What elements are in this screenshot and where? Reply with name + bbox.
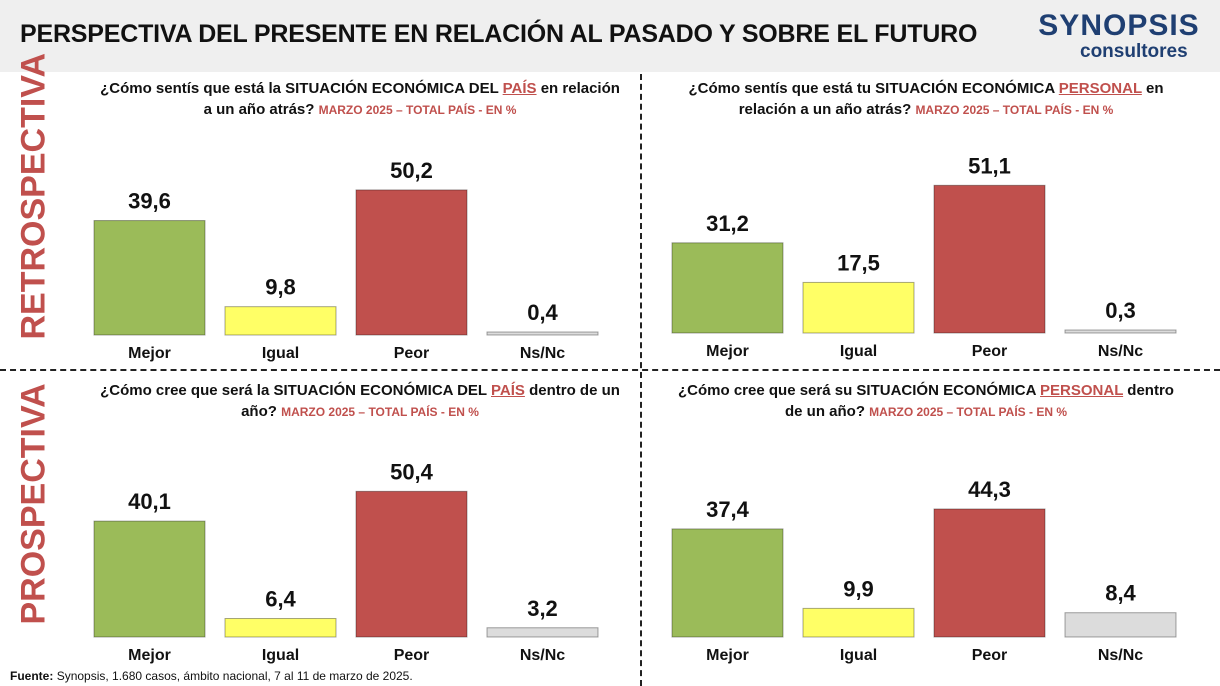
value-label-peor: 44,3 [968, 477, 1011, 502]
bar-mejor [93, 220, 206, 336]
category-label-ns-nc: Ns/Nc [1098, 647, 1143, 664]
title-pre: ¿Cómo cree que será su [678, 382, 857, 399]
bar-mejor [671, 528, 784, 638]
chart-title: ¿Cómo sentís que está la SITUACIÓN ECONÓ… [100, 78, 620, 121]
value-label-mejor: 39,6 [128, 189, 171, 214]
vertical-divider [640, 74, 642, 686]
value-label-peor: 50,4 [390, 459, 434, 484]
header-band: PERSPECTIVA DEL PRESENTE EN RELACIÓN AL … [0, 0, 1220, 72]
title-pre: ¿Cómo cree que será la [100, 382, 274, 399]
chart-subtitle: MARZO 2025 – TOTAL PAÍS - EN % [869, 405, 1067, 419]
category-label-peor: Peor [394, 345, 430, 362]
category-label-peor: Peor [972, 647, 1008, 664]
title-bold: SITUACIÓN ECONÓMICA DEL [273, 382, 491, 399]
category-label-igual: Igual [840, 343, 877, 360]
category-label-peor: Peor [972, 343, 1008, 360]
value-label-ns-nc: 8,4 [1105, 581, 1136, 606]
title-highlight: PERSONAL [1040, 382, 1124, 399]
category-label-mejor: Mejor [128, 345, 171, 362]
value-label-ns-nc: 0,3 [1105, 298, 1136, 323]
page-title: PERSPECTIVA DEL PRESENTE EN RELACIÓN AL … [20, 20, 978, 48]
title-highlight: PAÍS [491, 382, 525, 399]
title-highlight: PERSONAL [1058, 80, 1142, 97]
chart-panel-pais-retro: ¿Cómo sentís que está la SITUACIÓN ECONÓ… [60, 78, 640, 368]
bar-ns-nc [486, 627, 599, 638]
bar-igual [224, 306, 337, 336]
title-pre: ¿Cómo sentís que está la [100, 80, 286, 97]
category-label-ns-nc: Ns/Nc [520, 647, 565, 664]
category-label-mejor: Mejor [706, 343, 749, 360]
chart-title: ¿Cómo sentís que está tu SITUACIÓN ECONÓ… [672, 78, 1180, 121]
logo-name: SYNOPSIS [1038, 9, 1200, 42]
bar-igual [802, 281, 915, 334]
value-label-ns-nc: 0,4 [527, 300, 558, 325]
bar-peor [933, 508, 1046, 638]
title-post: dentro de un año? [785, 382, 1174, 420]
category-label-igual: Igual [262, 647, 299, 664]
title-pre: ¿Cómo sentís que está tu [688, 80, 876, 97]
category-label-ns-nc: Ns/Nc [520, 345, 565, 362]
section-label-prospectiva: PROSPECTIVA [14, 383, 53, 625]
chart-title: ¿Cómo cree que será la SITUACIÓN ECONÓMI… [100, 380, 620, 423]
chart-subtitle: MARZO 2025 – TOTAL PAÍS - EN % [915, 103, 1114, 117]
bar-ns-nc [486, 331, 599, 336]
category-label-igual: Igual [840, 647, 877, 664]
horizontal-divider [0, 369, 1220, 371]
chart-title: ¿Cómo cree que será su SITUACIÓN ECONÓMI… [672, 380, 1180, 423]
value-label-mejor: 31,2 [706, 211, 749, 236]
bar-ns-nc [1064, 329, 1177, 334]
bar-mejor [671, 242, 784, 334]
logo-sub: consultores [1080, 41, 1188, 62]
title-post: dentro de un año? [241, 382, 620, 420]
chart-panel-personal-retro: ¿Cómo sentís que está tu SITUACIÓN ECONÓ… [642, 78, 1220, 368]
bar-peor [355, 189, 468, 336]
title-bold: SITUACIÓN ECONÓMICA [875, 80, 1059, 97]
bar-chart: 39,6 Mejor 9,8 Igual 50,2 Peor 0,4 Ns/Nc [93, 158, 599, 362]
chart-subtitle: MARZO 2025 – TOTAL PAÍS - EN % [281, 405, 479, 419]
category-label-peor: Peor [394, 647, 430, 664]
bar-peor [355, 490, 468, 638]
chart-subtitle: MARZO 2025 – TOTAL PAÍS - EN % [318, 103, 517, 117]
value-label-igual: 6,4 [265, 587, 296, 612]
value-label-peor: 51,1 [968, 153, 1011, 178]
section-label-retrospectiva: RETROSPECTIVA [14, 52, 53, 340]
synopsis-logo: SYNOPSIS consultores [1034, 10, 1204, 62]
bar-igual [802, 607, 915, 638]
source-note: Fuente: Synopsis, 1.680 casos, ámbito na… [10, 669, 413, 683]
value-label-igual: 9,9 [843, 576, 874, 601]
title-post: en relación a un año atrás? [738, 80, 1164, 118]
value-label-igual: 17,5 [837, 250, 880, 275]
value-label-ns-nc: 3,2 [527, 596, 558, 621]
title-bold: SITUACIÓN ECONÓMICA DEL [285, 80, 503, 97]
chart-panel-personal-prosp: ¿Cómo cree que será su SITUACIÓN ECONÓMI… [642, 380, 1220, 670]
bar-chart: 37,4 Mejor 9,9 Igual 44,3 Peor 8,4 Ns/Nc [671, 477, 1177, 664]
bar-chart: 40,1 Mejor 6,4 Igual 50,4 Peor 3,2 Ns/Nc [93, 459, 599, 664]
bar-peor [933, 184, 1046, 334]
title-post: en relación a un año atrás? [203, 80, 620, 118]
bar-mejor [93, 520, 206, 638]
chart-panel-pais-prosp: ¿Cómo cree que será la SITUACIÓN ECONÓMI… [60, 380, 640, 670]
bar-ns-nc [1064, 612, 1177, 638]
source-label: Fuente: [10, 669, 54, 683]
value-label-mejor: 37,4 [706, 497, 750, 522]
value-label-mejor: 40,1 [128, 489, 171, 514]
category-label-igual: Igual [262, 345, 299, 362]
category-label-mejor: Mejor [706, 647, 749, 664]
category-label-mejor: Mejor [128, 647, 171, 664]
source-text: Synopsis, 1.680 casos, ámbito nacional, … [56, 669, 413, 683]
bar-chart: 31,2 Mejor 17,5 Igual 51,1 Peor 0,3 Ns/Nc [671, 153, 1177, 360]
bar-igual [224, 618, 337, 638]
value-label-peor: 50,2 [390, 158, 433, 183]
category-label-ns-nc: Ns/Nc [1098, 343, 1143, 360]
title-bold: SITUACIÓN ECONÓMICA [856, 382, 1041, 399]
value-label-igual: 9,8 [265, 275, 296, 300]
title-highlight: PAÍS [502, 80, 537, 97]
